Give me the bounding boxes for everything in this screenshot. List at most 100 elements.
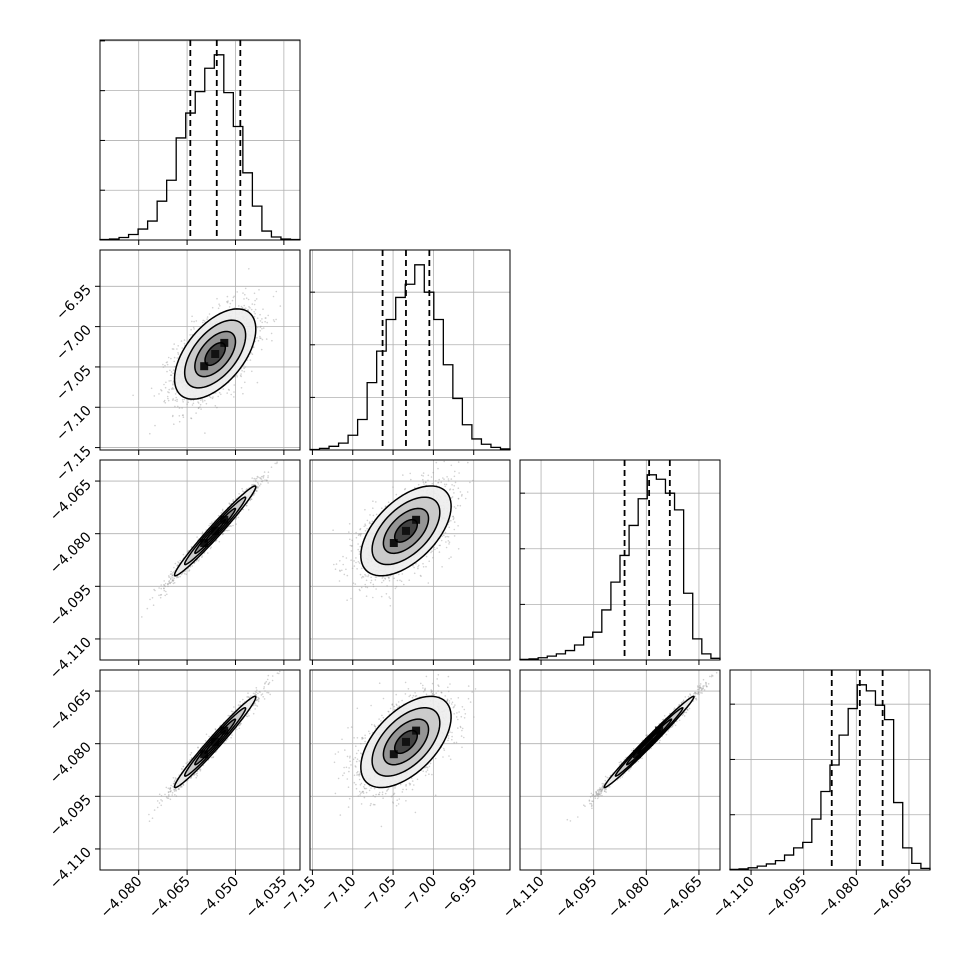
sample-point	[441, 535, 443, 537]
sample-point	[174, 405, 176, 408]
sample-point	[214, 540, 217, 543]
sample-point	[260, 475, 263, 478]
sample-point	[201, 531, 204, 534]
sample-point	[230, 393, 232, 396]
sample-point	[233, 295, 235, 298]
sample-point	[191, 565, 194, 567]
sample-point	[272, 319, 275, 321]
sample-point	[443, 460, 446, 463]
sample-point	[365, 595, 368, 597]
sample-point	[245, 297, 248, 300]
sample-point	[422, 472, 425, 474]
sample-point	[226, 295, 229, 298]
sample-point	[232, 500, 234, 503]
sample-point	[273, 320, 276, 323]
sample-point	[159, 596, 162, 599]
sample-point	[261, 318, 263, 320]
sample-point	[270, 332, 273, 335]
sample-point	[187, 401, 190, 404]
sample-point	[364, 524, 367, 527]
sample-point	[410, 478, 412, 481]
sample-point	[242, 508, 245, 511]
sample-point	[221, 508, 224, 511]
sample-point	[272, 295, 275, 298]
sample-point	[358, 533, 361, 535]
sample-point	[169, 573, 172, 575]
sample-point	[253, 311, 255, 313]
sample-point	[259, 337, 261, 340]
sample-point	[198, 558, 201, 560]
sample-point	[267, 476, 269, 479]
sample-point	[178, 420, 181, 423]
sample-point	[369, 581, 372, 584]
sample-point	[348, 531, 350, 533]
sample-point	[166, 361, 169, 363]
sample-point	[170, 573, 173, 575]
sample-point	[177, 353, 180, 356]
sample-point	[447, 540, 450, 542]
sample-point	[196, 536, 198, 538]
sample-point	[375, 576, 378, 578]
sample-point	[266, 321, 269, 324]
sample-point	[253, 484, 256, 486]
sample-point	[199, 406, 201, 408]
sample-point	[256, 490, 258, 492]
sample-point	[454, 481, 457, 484]
sample-point	[252, 494, 255, 496]
sample-point	[195, 560, 198, 562]
sample-point	[162, 366, 165, 368]
grid-layer	[100, 40, 930, 870]
sample-point	[200, 408, 202, 410]
sample-point	[255, 298, 258, 300]
sample-point	[271, 339, 273, 342]
sample-point	[209, 547, 212, 550]
sample-point	[192, 402, 195, 405]
sample-point	[178, 407, 181, 409]
sample-point	[199, 403, 202, 406]
sample-point	[400, 580, 403, 583]
sample-point	[158, 393, 160, 395]
sample-point	[170, 576, 172, 578]
sample-point	[243, 370, 246, 373]
sample-point	[256, 486, 259, 489]
sample-point	[191, 320, 193, 323]
sample-point	[177, 405, 179, 408]
sample-point	[251, 370, 253, 373]
sample-point	[206, 318, 208, 320]
sample-point	[423, 483, 425, 485]
sample-point	[381, 577, 384, 579]
sample-point	[169, 374, 172, 377]
sample-point	[149, 432, 151, 435]
sample-point	[160, 389, 163, 392]
sample-point	[450, 556, 452, 558]
sample-point	[167, 356, 170, 359]
sample-point	[260, 337, 262, 340]
sample-point	[169, 581, 171, 584]
sample-point	[267, 475, 269, 477]
sample-point	[215, 392, 217, 394]
sample-point	[256, 326, 259, 329]
sample-point	[197, 401, 199, 403]
sample-point	[141, 616, 143, 618]
sample-point	[262, 477, 265, 479]
sample-point	[176, 398, 178, 401]
sample-point	[265, 317, 267, 319]
sample-point	[459, 491, 462, 493]
sample-point	[172, 383, 174, 385]
sample-point	[254, 308, 257, 311]
sample-point	[232, 499, 234, 501]
sample-point	[228, 389, 230, 391]
sample-point	[275, 290, 278, 293]
sample-point	[219, 305, 221, 307]
sample-point	[240, 305, 243, 308]
sample-point	[163, 400, 165, 403]
sample-point	[453, 475, 456, 478]
sample-point	[257, 476, 259, 479]
sample-point	[348, 523, 351, 525]
sample-point	[332, 529, 334, 531]
sample-point	[172, 580, 174, 582]
sample-point	[382, 579, 385, 582]
sample-point	[207, 552, 209, 554]
sample-point	[176, 564, 179, 566]
sample-point	[369, 514, 371, 516]
